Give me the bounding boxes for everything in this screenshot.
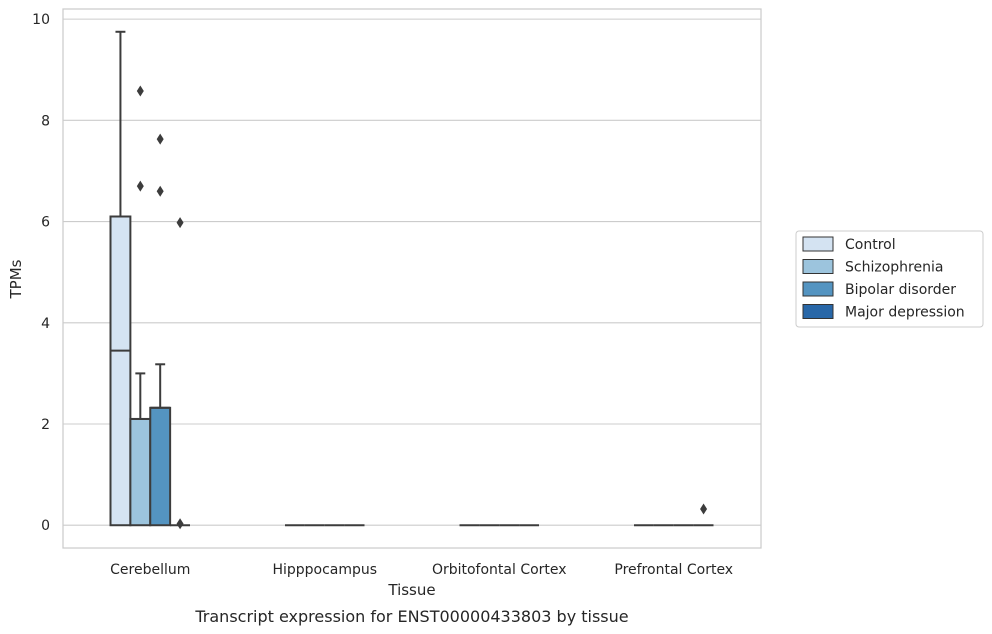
legend: Control Schizophrenia Bipolar disorder Majo… bbox=[795, 230, 984, 328]
x-tick-label: Cerebellum bbox=[110, 562, 190, 578]
outlier-point bbox=[136, 180, 144, 192]
y-tick-label: 6 bbox=[41, 215, 50, 231]
y-tick-label: 2 bbox=[41, 417, 50, 433]
outlier-point bbox=[700, 503, 708, 515]
x-tick-label: Hipppocampus bbox=[272, 562, 377, 578]
legend-label: Control bbox=[845, 237, 896, 253]
outlier-point bbox=[176, 217, 184, 229]
box-group bbox=[170, 217, 190, 530]
y-tick-label: 4 bbox=[41, 316, 50, 332]
legend-swatch bbox=[802, 281, 834, 297]
outlier-point bbox=[176, 518, 184, 530]
outlier-point bbox=[136, 85, 144, 97]
box-body bbox=[109, 215, 132, 527]
legend-swatch bbox=[802, 259, 834, 274]
legend-label: Schizophrenia bbox=[845, 260, 943, 276]
chart-caption: Transcript expression for ENST0000043380… bbox=[194, 607, 628, 626]
outlier-point bbox=[156, 185, 164, 197]
box-body bbox=[149, 406, 172, 527]
x-tick-labels: Cerebellum Hipppocampus Orbitofontal Corte… bbox=[110, 562, 733, 578]
legend-swatch bbox=[802, 304, 834, 319]
box-group bbox=[129, 85, 152, 527]
box-group bbox=[149, 133, 172, 527]
y-axis-label: TPMs bbox=[7, 259, 25, 299]
y-tick-labels: 0 2 4 6 8 10 bbox=[32, 12, 50, 534]
box-body bbox=[129, 417, 152, 527]
y-tick-label: 0 bbox=[41, 518, 50, 534]
legend-frame bbox=[795, 230, 984, 328]
legend-label: Major depression bbox=[845, 305, 965, 321]
plot-frame bbox=[62, 8, 762, 549]
box-group bbox=[109, 30, 132, 527]
legend-swatch bbox=[802, 236, 834, 252]
x-tick-label: Prefrontal Cortex bbox=[614, 562, 733, 578]
x-axis-label: Tissue bbox=[387, 581, 435, 599]
legend-label: Bipolar disorder bbox=[845, 282, 956, 298]
boxes bbox=[109, 30, 714, 530]
y-tick-label: 8 bbox=[41, 113, 50, 129]
x-tick-label: Orbitofontal Cortex bbox=[432, 562, 567, 578]
y-tick-label: 10 bbox=[32, 12, 50, 28]
outlier-point bbox=[156, 133, 164, 145]
box-group bbox=[693, 503, 714, 527]
